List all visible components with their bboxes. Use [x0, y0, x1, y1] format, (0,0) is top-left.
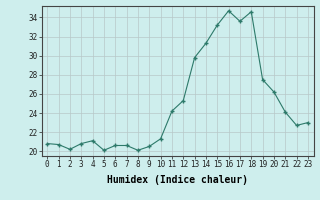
X-axis label: Humidex (Indice chaleur): Humidex (Indice chaleur)	[107, 175, 248, 185]
